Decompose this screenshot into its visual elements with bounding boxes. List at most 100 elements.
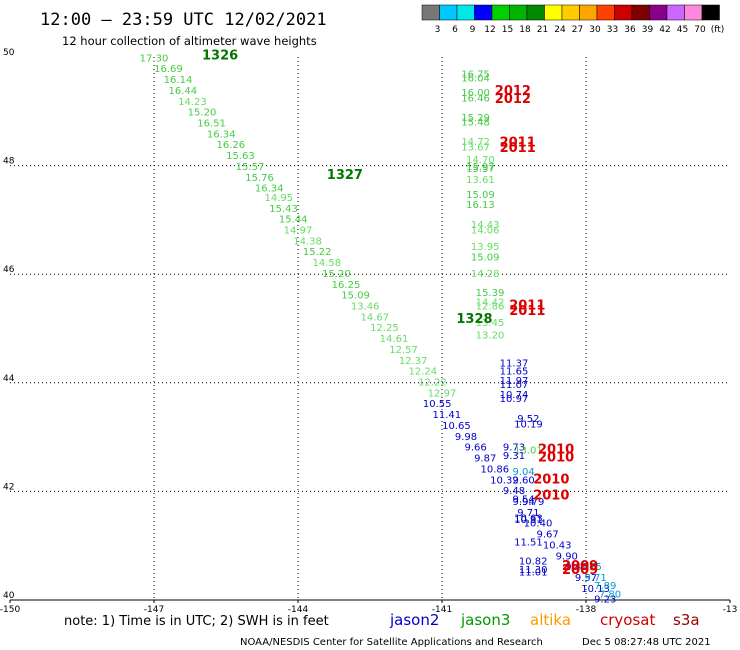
- scale-label: 27: [572, 25, 583, 35]
- pass-label: 2010: [538, 451, 574, 466]
- scale-label: 21: [537, 25, 548, 35]
- chart-title: 12:00 – 23:59 UTC 12/02/2021: [40, 10, 327, 30]
- footer-note: note: 1) Time is in UTC; 2) SWH is in fe…: [64, 614, 329, 629]
- scale-swatch: [631, 4, 650, 21]
- wave-value-label: 12.57: [389, 345, 418, 356]
- scale-swatch: [421, 4, 440, 21]
- wave-value-label: 14.43: [471, 220, 500, 231]
- wave-value-label: 9.98: [455, 432, 477, 443]
- pass-label: 2011: [509, 304, 545, 319]
- wave-value-label: 16.26: [216, 140, 245, 151]
- scale-swatch: [544, 4, 563, 21]
- satellite-legend: jason2 jason3 altika cryosat s3a: [389, 611, 700, 629]
- wave-value-label: 9.79: [522, 497, 544, 508]
- wave-value-label: 10.82: [519, 557, 548, 568]
- y-tick-label: 46: [3, 265, 15, 275]
- x-tick-label: -138: [576, 605, 597, 615]
- wave-value-label: 9.87: [474, 454, 496, 465]
- chart-subtitle: 12 hour collection of altimeter wave hei…: [62, 34, 317, 48]
- pass-label: 1328: [456, 312, 492, 327]
- wave-value-label: 15.57: [236, 162, 265, 173]
- wave-value-label: 10.32: [490, 475, 519, 486]
- scale-swatch: [666, 4, 685, 21]
- wave-value-label: 16.34: [207, 129, 236, 140]
- wave-value-label: 15.43: [269, 204, 298, 215]
- wave-value-label: 9.57: [575, 573, 597, 584]
- pass-label: 2011: [509, 298, 545, 313]
- wave-value-label: 12.24: [408, 367, 437, 378]
- satellite-legend-cryosat: cryosat: [600, 611, 655, 629]
- scale-swatch: [596, 4, 615, 21]
- pass-label: 2010: [533, 489, 569, 504]
- wave-value-label: 12.86: [476, 301, 505, 312]
- wave-value-label: 10.43: [543, 540, 572, 551]
- wave-height-points: 17.3016.6916.1416.4414.2315.2016.5116.34…: [140, 53, 621, 605]
- scale-label: 42: [659, 25, 670, 35]
- wave-value-label: 15.44: [279, 215, 308, 226]
- wave-value-label: 15.39: [476, 288, 505, 299]
- pass-labels: 1326132713282012201220112011201120112010…: [202, 49, 598, 578]
- scale-label: 6: [452, 25, 458, 35]
- wave-value-label: 15.09: [471, 253, 500, 264]
- wave-value-label: 16.00: [461, 88, 490, 99]
- wave-value-label: 10.63: [514, 513, 543, 524]
- satellite-legend-jason2: jason2: [389, 611, 439, 629]
- wave-value-label: 12.37: [399, 356, 428, 367]
- wave-value-label: 14.06: [471, 225, 500, 236]
- x-tick-label: -141: [432, 605, 452, 615]
- wave-value-label: 9.73: [503, 443, 525, 454]
- wave-value-label: 11.30: [519, 565, 548, 576]
- y-tick-label: 40: [3, 591, 15, 601]
- x-tick-label: -144: [288, 605, 309, 615]
- wave-value-label: 10.40: [524, 519, 553, 530]
- wave-value-label: 16.69: [154, 64, 183, 75]
- wave-value-label: 16.44: [168, 86, 197, 97]
- wave-value-label: 16.34: [255, 184, 284, 195]
- wave-value-label: 9.71: [584, 573, 606, 584]
- scale-label: 9: [470, 25, 476, 35]
- wave-value-label: 10.31: [514, 515, 543, 526]
- wave-value-label: 13.46: [351, 301, 380, 312]
- wave-value-label: 7.89: [594, 581, 616, 592]
- scale-label: 70: [694, 25, 706, 35]
- wave-value-label: 9.31: [503, 451, 525, 462]
- pass-label: 2009: [562, 563, 598, 578]
- wave-value-label: 9.60: [512, 475, 534, 486]
- wave-value-label: 13.45: [476, 318, 505, 329]
- wave-value-label: 14.70: [466, 155, 495, 166]
- wave-value-label: 11.01: [519, 568, 548, 579]
- satellite-legend-altika: altika: [530, 611, 571, 629]
- wave-value-label: 9.23: [594, 595, 616, 606]
- wave-value-label: 13.01: [514, 445, 543, 456]
- scale-swatch: [649, 4, 668, 21]
- wave-value-label: 15.57: [466, 164, 495, 175]
- pass-label: 2012: [495, 84, 531, 99]
- wave-value-label: 11.07: [500, 380, 529, 391]
- wave-value-label: 11.97: [500, 376, 529, 387]
- wave-value-label: 16.04: [461, 73, 490, 84]
- wave-value-label: 9.52: [517, 414, 539, 425]
- plot-grid: [10, 57, 730, 600]
- wave-value-label: 14.23: [178, 97, 207, 108]
- scale-label: 24: [554, 25, 566, 35]
- scale-label: 39: [642, 25, 654, 35]
- wave-value-label: 14.28: [471, 269, 500, 280]
- wave-value-label: 14.58: [312, 258, 341, 269]
- wave-value-label: 13.61: [466, 175, 495, 186]
- y-tick-label: 48: [3, 157, 15, 167]
- wave-value-label: 16.46: [461, 94, 490, 105]
- pass-label: 2009: [562, 559, 598, 574]
- wave-value-label: 9.54: [512, 494, 534, 505]
- pass-label: 2010: [538, 442, 574, 457]
- wave-value-label: 10.13: [581, 584, 610, 595]
- scale-swatch: [526, 4, 545, 21]
- scale-label: (ft): [711, 25, 725, 35]
- pass-label: 1326: [202, 49, 238, 64]
- wave-value-label: 15.29: [461, 113, 490, 124]
- wave-value-label: 14.61: [380, 334, 409, 345]
- wave-value-label: 11.41: [432, 410, 461, 421]
- wave-value-label: 15.48: [461, 117, 490, 128]
- satellite-legend-jason3: jason3: [460, 611, 510, 629]
- wave-value-label: 15.63: [226, 151, 255, 162]
- wave-value-label: 16.51: [197, 119, 226, 130]
